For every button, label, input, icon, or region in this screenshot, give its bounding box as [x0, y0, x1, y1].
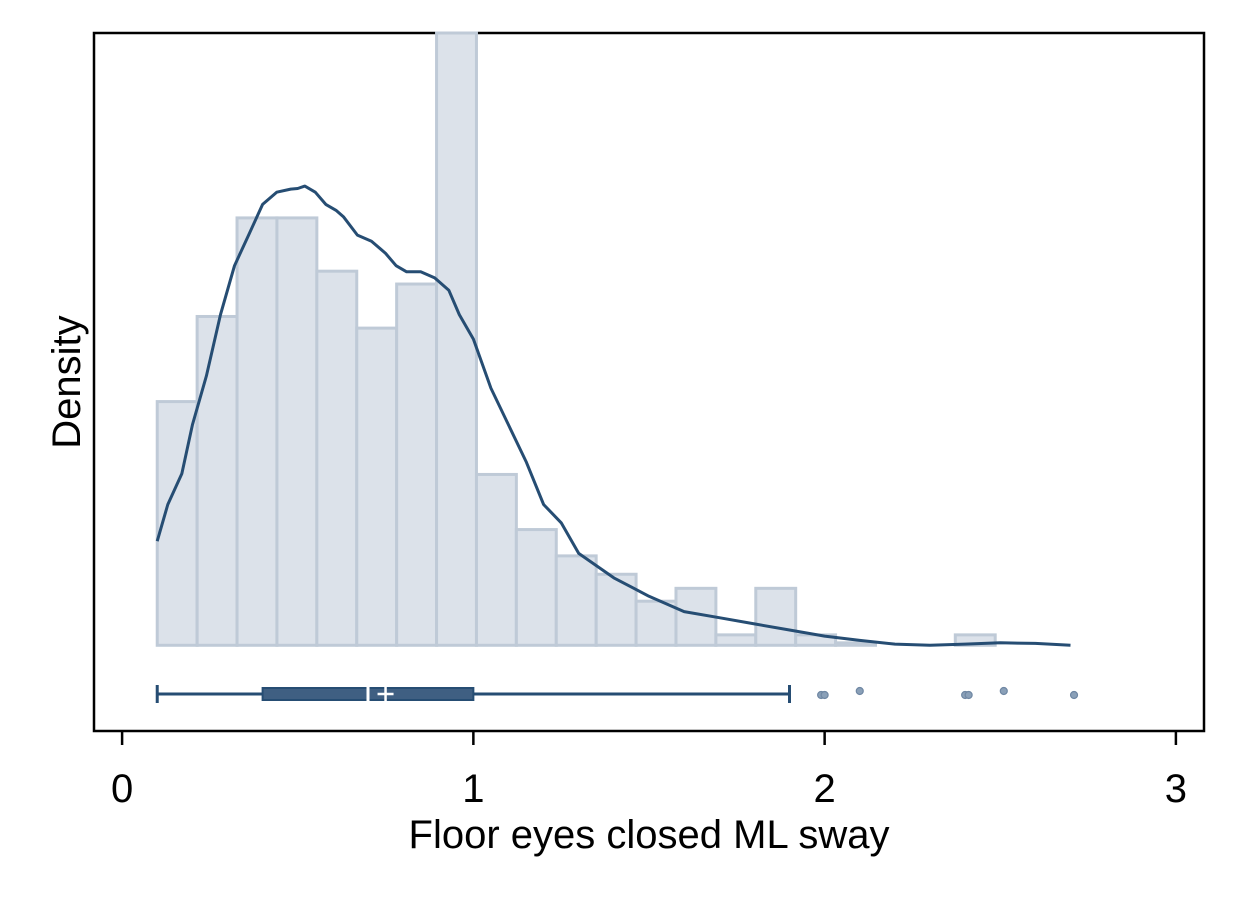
- histogram-bar: [315, 269, 359, 647]
- x-tick-label: 3: [1165, 767, 1187, 811]
- boxplot-outlier: [999, 686, 1008, 696]
- histogram-bar: [514, 528, 558, 647]
- histogram-bars: [155, 31, 997, 647]
- boxplot-outlier: [820, 690, 829, 700]
- x-tick-label: 0: [111, 767, 133, 811]
- x-tick-label: 1: [462, 767, 484, 811]
- histogram-bar: [714, 633, 758, 647]
- histogram-bar: [355, 326, 399, 647]
- boxplot-outlier: [855, 686, 864, 696]
- histogram-bar: [395, 282, 439, 647]
- histogram-bar: [634, 599, 678, 647]
- histogram-bar: [754, 586, 798, 647]
- x-axis-label: Floor eyes closed ML sway: [409, 813, 890, 857]
- x-tick-label: 2: [814, 767, 836, 811]
- histogram-bar: [195, 314, 239, 647]
- boxplot-outlier: [1069, 690, 1079, 700]
- boxplot: [155, 685, 1079, 703]
- histogram-bar: [953, 633, 997, 647]
- histogram-bar: [275, 216, 319, 647]
- histogram-bar: [834, 641, 877, 647]
- boxplot-outlier: [964, 690, 973, 700]
- histogram-bar: [435, 31, 478, 647]
- histogram-bar: [554, 554, 598, 647]
- y-axis-label: Density: [45, 315, 89, 448]
- histogram-bar: [235, 216, 279, 647]
- x-axis: 0 1 2 3: [111, 731, 1187, 811]
- kde-line: [155, 184, 1071, 647]
- histogram-bar: [474, 472, 518, 647]
